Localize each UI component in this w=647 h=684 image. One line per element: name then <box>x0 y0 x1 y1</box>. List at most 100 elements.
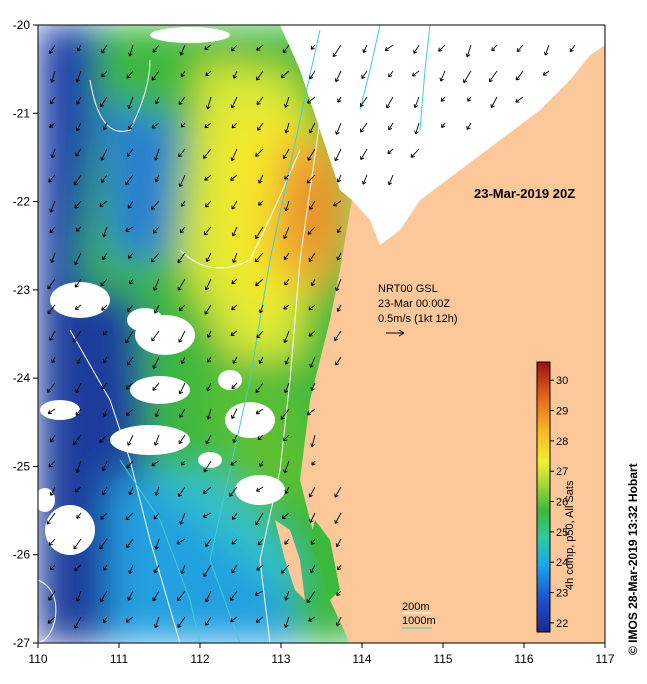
current-arrow <box>254 252 264 263</box>
current-arrow <box>47 382 56 393</box>
current-arrow <box>177 616 186 628</box>
current-arrow <box>126 538 134 549</box>
current-arrow <box>256 70 264 81</box>
current-arrow <box>125 382 134 390</box>
current-arrow <box>153 434 160 446</box>
x-tick-label: 113 <box>271 652 290 666</box>
current-arrow <box>73 616 82 629</box>
current-arrow <box>99 590 108 603</box>
isobath-legend-1000m: 1000m <box>402 615 436 627</box>
current-arrow <box>178 382 186 395</box>
current-arrow <box>177 278 186 291</box>
current-arrow <box>178 434 186 445</box>
current-arrow <box>47 616 56 624</box>
current-arrow <box>310 278 316 287</box>
current-arrow <box>205 200 212 208</box>
current-arrow <box>100 96 108 108</box>
current-arrow <box>76 44 82 52</box>
current-arrow <box>152 356 160 369</box>
current-arrow <box>205 434 212 445</box>
current-arrow <box>204 44 212 51</box>
current-arrow <box>413 44 420 54</box>
current-arrow <box>49 96 56 105</box>
current-arrow <box>47 278 56 290</box>
current-arrow <box>337 96 342 103</box>
current-arrow <box>388 70 394 78</box>
current-arrow <box>281 564 290 574</box>
current-arrow <box>126 148 134 157</box>
current-arrow <box>283 174 290 180</box>
current-arrow <box>283 460 290 474</box>
current-arrow <box>179 44 186 56</box>
current-arrow <box>384 44 394 51</box>
current-arrow <box>101 70 108 78</box>
current-arrow <box>76 512 82 519</box>
current-arrow <box>232 356 238 365</box>
current-arrow <box>152 44 160 53</box>
current-legend: NRT00 GSL 23-Mar 00:00Z 0.5m/s (1kt 12h) <box>378 283 457 337</box>
colorbar-tick-label: 28 <box>556 436 568 448</box>
y-tick-label: -22 <box>13 195 31 209</box>
current-arrow <box>231 226 238 237</box>
current-arrow <box>48 460 56 468</box>
x-tick-label: 111 <box>110 652 129 666</box>
current-arrow <box>359 122 368 133</box>
current-arrow <box>231 564 238 574</box>
x-tick-label: 116 <box>514 652 533 666</box>
current-arrow <box>47 408 56 414</box>
current-arrow <box>333 200 342 207</box>
current-arrow <box>100 148 108 161</box>
current-arrow <box>179 408 186 418</box>
current-arrow <box>203 148 212 159</box>
current-arrow <box>515 70 524 81</box>
current-arrow <box>125 512 134 521</box>
current-arrow <box>205 252 212 263</box>
current-arrow <box>125 226 134 232</box>
current-arrow <box>101 174 108 183</box>
isobath-legend: 200m 1000m <box>402 601 436 629</box>
current-arrow <box>282 434 290 442</box>
current-arrow <box>204 278 212 291</box>
current-arrow <box>282 44 290 54</box>
current-arrow <box>127 200 134 209</box>
current-arrow <box>229 486 238 497</box>
current-arrow <box>153 278 160 291</box>
colorbar-tick-label: 25 <box>556 527 568 539</box>
current-arrow <box>361 70 368 79</box>
current-arrow <box>309 70 316 80</box>
current-arrow <box>49 122 56 128</box>
current-arrow <box>48 174 56 183</box>
current-arrow <box>152 590 160 602</box>
current-arrow <box>50 252 56 264</box>
current-arrow <box>75 226 82 232</box>
current-arrow <box>255 382 264 393</box>
current-arrow <box>203 564 212 578</box>
bay-water <box>310 520 340 600</box>
current-arrow <box>336 252 342 261</box>
current-arrow <box>283 252 290 261</box>
current-arrow <box>72 330 82 343</box>
current-arrow <box>204 174 212 181</box>
current-arrow <box>127 304 134 312</box>
current-arrow <box>307 226 316 235</box>
current-arrow <box>257 434 264 441</box>
current-arrow <box>284 96 290 108</box>
current-arrow <box>411 70 420 77</box>
current-arrow <box>516 44 524 53</box>
current-arrow <box>230 616 238 623</box>
current-arrow <box>336 304 342 312</box>
current-arrow <box>127 252 134 259</box>
current-arrow <box>336 174 342 183</box>
current-arrow <box>466 122 472 130</box>
peninsula <box>275 520 305 600</box>
current-arrow <box>102 330 108 336</box>
current-arrow <box>308 616 316 622</box>
current-arrow <box>178 96 186 105</box>
current-arrow <box>153 512 160 520</box>
current-arrow <box>308 252 316 262</box>
current-arrow <box>334 330 342 342</box>
current-arrow <box>335 278 342 292</box>
date-label: 23-Mar-2019 20Z <box>474 186 575 201</box>
current-arrow <box>203 460 212 473</box>
current-arrow <box>467 96 472 102</box>
